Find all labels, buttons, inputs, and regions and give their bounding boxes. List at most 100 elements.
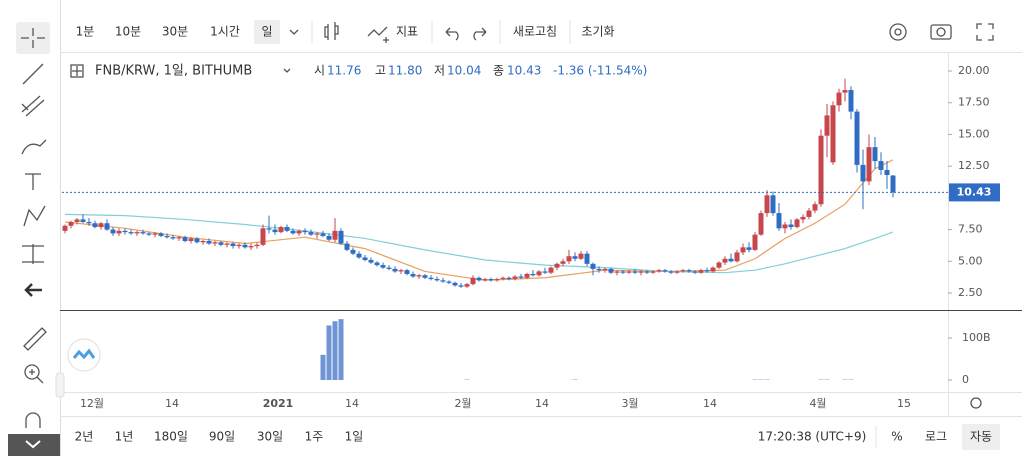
candle-body xyxy=(494,279,500,281)
chart-type-icon[interactable] xyxy=(324,22,339,40)
candle-body xyxy=(284,227,290,231)
candle-body xyxy=(416,275,422,277)
candle-body xyxy=(320,233,326,236)
screenshot[interactable] xyxy=(930,24,952,40)
interval-dropdown[interactable] xyxy=(289,29,299,35)
volume-bar xyxy=(338,319,344,380)
candle-body xyxy=(890,175,896,193)
candle-body xyxy=(104,223,110,230)
candle-body xyxy=(836,92,842,106)
range[interactable]: 1주 xyxy=(305,430,324,444)
volume-tick-label: 0 xyxy=(962,373,969,386)
symbol[interactable]: FNB/KRW, 1일, BITHUMB xyxy=(95,64,252,79)
moving-average xyxy=(64,213,894,274)
candle-body xyxy=(362,257,368,261)
candle-body xyxy=(92,223,98,228)
brush-icon[interactable] xyxy=(21,139,47,155)
candle-body xyxy=(578,253,584,259)
magnet-icon[interactable] xyxy=(25,412,41,428)
candle-body xyxy=(644,271,650,273)
fullscreen[interactable] xyxy=(976,23,994,41)
candle-body xyxy=(674,271,680,273)
volume-tick-label: 100B xyxy=(962,331,991,344)
range[interactable]: 180일 xyxy=(154,430,188,444)
candle-body xyxy=(440,280,446,282)
indicators-button[interactable]: 지표 xyxy=(396,25,418,39)
candle-body xyxy=(818,135,824,205)
candle-body xyxy=(572,256,578,259)
range[interactable]: 90일 xyxy=(209,430,235,444)
candle-body xyxy=(254,244,260,247)
candle-body xyxy=(686,270,692,272)
x-tick-label: 14 xyxy=(703,397,717,410)
candle-body xyxy=(800,216,806,220)
auto-toggle-bg xyxy=(962,424,1000,450)
crosshair-tool-bg[interactable] xyxy=(16,22,50,54)
open-label: 시 xyxy=(314,64,325,78)
candle-body xyxy=(770,195,776,214)
candle-body xyxy=(110,229,116,234)
interval[interactable]: 10분 xyxy=(115,25,141,39)
candle-body xyxy=(872,147,878,162)
hide-icon[interactable] xyxy=(24,283,42,297)
candle-body xyxy=(194,238,200,243)
fib-icon[interactable] xyxy=(21,95,45,117)
candle-body xyxy=(152,233,158,235)
candle-body xyxy=(518,276,524,278)
candle-body xyxy=(122,230,128,233)
range[interactable]: 2년 xyxy=(75,430,94,444)
candle-body xyxy=(488,279,494,281)
range[interactable]: 30일 xyxy=(257,430,283,444)
interval[interactable]: 30분 xyxy=(162,25,188,39)
candle-body xyxy=(218,242,224,245)
candle-body xyxy=(524,273,530,278)
candle-body xyxy=(848,90,854,112)
candle-body xyxy=(782,224,788,229)
high-value: 11.80 xyxy=(388,64,422,78)
candle-body xyxy=(584,253,590,264)
candle-body xyxy=(530,273,536,276)
candle-body xyxy=(74,219,80,222)
log-toggle[interactable]: 로그 xyxy=(925,430,947,444)
range[interactable]: 1일 xyxy=(345,430,364,444)
indicator-icon[interactable] xyxy=(367,26,389,43)
candle-body xyxy=(824,115,830,136)
reset-button[interactable]: 초기화 xyxy=(581,25,614,39)
pattern-icon[interactable] xyxy=(23,205,46,227)
undo[interactable] xyxy=(445,27,459,41)
interval[interactable]: 1시간 xyxy=(210,25,240,39)
settings[interactable] xyxy=(889,23,907,41)
auto-toggle[interactable]: 자동 xyxy=(970,430,992,444)
refresh-button[interactable]: 새로고침 xyxy=(513,25,557,39)
candle-body xyxy=(140,232,146,234)
candle-body xyxy=(224,243,230,245)
collapse-handle[interactable] xyxy=(55,372,65,398)
measure-icon[interactable] xyxy=(22,244,44,264)
axis-settings[interactable] xyxy=(970,397,982,409)
candle-body xyxy=(704,270,710,272)
candle-body xyxy=(656,270,662,272)
candle-body xyxy=(428,277,434,280)
x-tick-label: 14 xyxy=(535,397,549,410)
candle-body xyxy=(410,273,416,277)
legend-toggle[interactable] xyxy=(72,66,82,76)
candle-body xyxy=(158,233,164,236)
candle-body xyxy=(260,228,266,245)
y-tick-label: 2.50 xyxy=(958,286,983,299)
percent-toggle[interactable]: % xyxy=(891,430,902,444)
candle-body xyxy=(266,228,272,230)
candle-body xyxy=(62,225,68,231)
range[interactable]: 1년 xyxy=(115,430,134,444)
candle-body xyxy=(536,271,542,276)
interval[interactable]: 1분 xyxy=(76,25,95,39)
text-icon[interactable] xyxy=(25,173,41,190)
crosshair-icon[interactable] xyxy=(21,28,45,48)
trendline-icon[interactable] xyxy=(22,63,44,85)
redo[interactable] xyxy=(473,27,487,41)
interval[interactable]: 일 xyxy=(261,25,272,39)
ruler-icon[interactable] xyxy=(23,327,47,351)
candle-body xyxy=(500,277,506,280)
zoom-icon[interactable] xyxy=(24,364,40,380)
y-tick-label: 12.50 xyxy=(958,159,990,172)
change: -1.36 (-11.54%) xyxy=(553,64,647,78)
